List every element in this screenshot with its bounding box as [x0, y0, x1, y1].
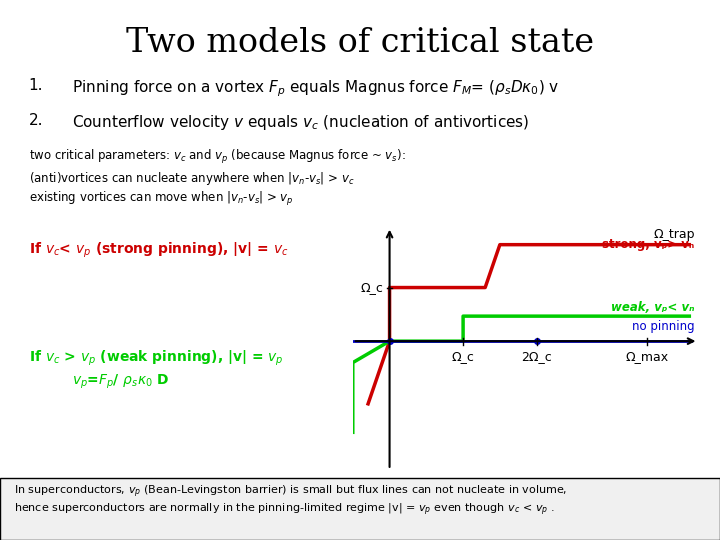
- Text: Ω_trap: Ω_trap: [653, 228, 695, 241]
- Text: Two models of critical state: Two models of critical state: [126, 27, 594, 59]
- Text: (anti)vortices can nucleate anywhere when |$v_n$-$v_s$| > $v_c$: (anti)vortices can nucleate anywhere whe…: [29, 170, 354, 187]
- Text: no pinning: no pinning: [632, 320, 695, 333]
- Text: Ω_c: Ω_c: [361, 281, 384, 294]
- Text: If $v_c$< $v_p$ (strong pinning), |v| = $v_c$: If $v_c$< $v_p$ (strong pinning), |v| = …: [29, 240, 289, 260]
- Text: In superconductors, $v_p$ (Bean-Levingston barrier) is small but flux lines can : In superconductors, $v_p$ (Bean-Levingst…: [14, 483, 567, 518]
- Text: Ω_c: Ω_c: [451, 350, 474, 363]
- Text: Pinning force on a vortex $F_p$ equals Magnus force $F_M$= ($\rho_s D\kappa_0$) : Pinning force on a vortex $F_p$ equals M…: [72, 78, 559, 99]
- Text: 1.: 1.: [29, 78, 43, 93]
- Text: 2.: 2.: [29, 113, 43, 129]
- Text: 2Ω_c: 2Ω_c: [521, 350, 552, 363]
- Text: Counterflow velocity $v$ equals $v_c$ (nucleation of antivortices): Counterflow velocity $v$ equals $v_c$ (n…: [72, 113, 529, 132]
- Text: strong, vₚ> vₙ: strong, vₚ> vₙ: [603, 238, 695, 251]
- Text: existing vortices can move when |$v_n$-$v_s$| > $v_p$: existing vortices can move when |$v_n$-$…: [29, 190, 294, 208]
- Text: Ω_max: Ω_max: [626, 350, 668, 363]
- Text: two critical parameters: $v_c$ and $v_p$ (because Magnus force ~ $v_s$):: two critical parameters: $v_c$ and $v_p$…: [29, 148, 405, 166]
- Text: If $v_c$ > $v_p$ (weak pinning), |v| = $v_p$: If $v_c$ > $v_p$ (weak pinning), |v| = $…: [29, 348, 284, 368]
- Text: weak, vₚ< vₙ: weak, vₚ< vₙ: [611, 301, 695, 314]
- Text: $v_p$=$F_p$/ $\rho_s\kappa_0$ D: $v_p$=$F_p$/ $\rho_s\kappa_0$ D: [72, 373, 169, 391]
